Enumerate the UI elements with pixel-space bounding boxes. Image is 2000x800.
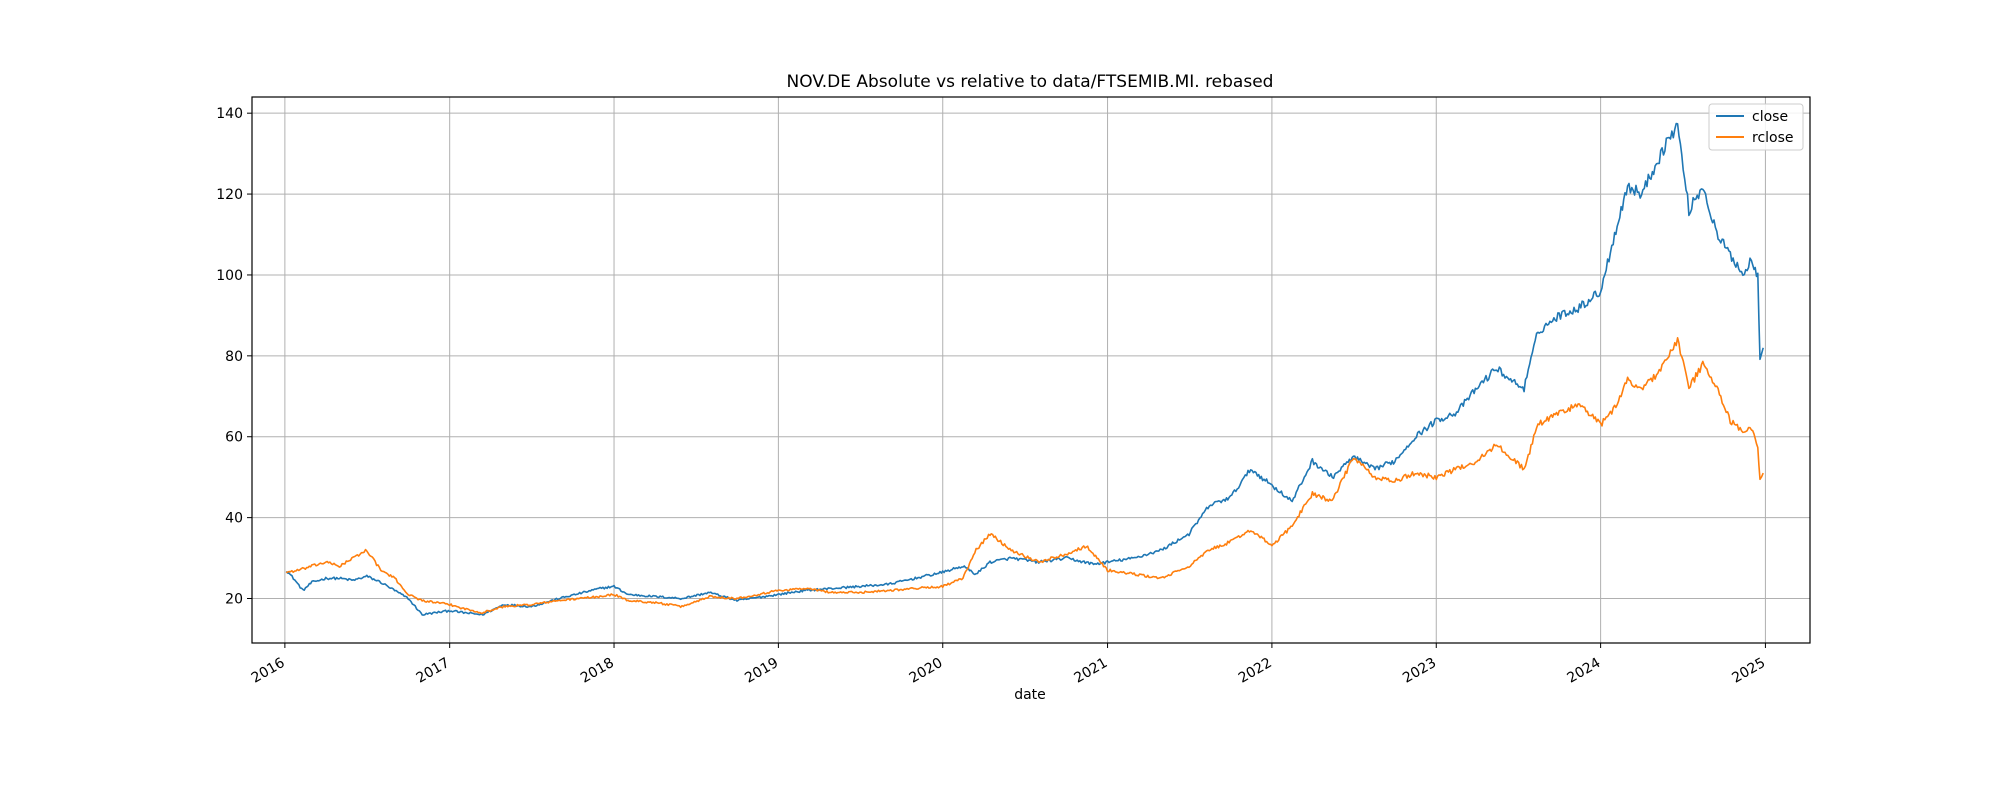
- y-axis: 20 40 60 80 100 120 140: [216, 106, 252, 608]
- x-axis-label: date: [1014, 687, 1046, 703]
- y-tick-label-140: 140: [216, 106, 243, 122]
- y-tick-label-60: 60: [225, 430, 243, 446]
- y-tick-label-80: 80: [225, 349, 243, 365]
- chart-title: NOV.DE Absolute vs relative to data/FTSE…: [787, 72, 1274, 92]
- x-tick-label-2020: 2020: [907, 655, 946, 687]
- x-tick-label-2017: 2017: [414, 655, 453, 687]
- legend-label-close: close: [1752, 109, 1788, 125]
- x-tick-label-2025: 2025: [1729, 655, 1768, 687]
- x-tick-label-2023: 2023: [1400, 655, 1439, 687]
- x-tick-label-2019: 2019: [742, 655, 781, 687]
- x-tick-label-2024: 2024: [1565, 655, 1604, 687]
- series-line-close: [285, 122, 1764, 616]
- grid-layer: [252, 97, 1810, 643]
- x-tick-label-2022: 2022: [1236, 655, 1275, 687]
- y-tick-label-40: 40: [225, 511, 243, 527]
- y-tick-label-20: 20: [225, 592, 243, 608]
- plot-frame: [251, 96, 1811, 644]
- x-tick-label-2018: 2018: [578, 655, 617, 687]
- x-tick-label-2016: 2016: [249, 655, 288, 687]
- legend-label-rclose: rclose: [1752, 130, 1794, 146]
- x-tick-label-2021: 2021: [1071, 655, 1110, 687]
- series-layer: [285, 122, 1764, 616]
- x-axis: 2016 2017 2018 2019 2020 2021 2022 2023 2024 2025: [249, 643, 1768, 687]
- legend: close rclose: [1708, 103, 1804, 151]
- series-line-rclose: [285, 337, 1764, 615]
- y-tick-label-120: 120: [216, 187, 243, 203]
- y-tick-label-100: 100: [216, 268, 243, 284]
